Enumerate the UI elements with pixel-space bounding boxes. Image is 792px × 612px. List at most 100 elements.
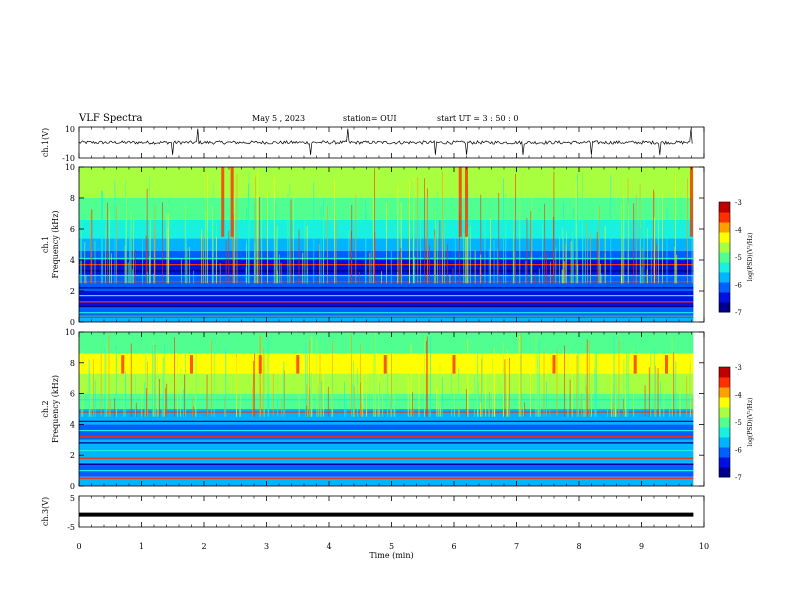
y-tick-label: 0 (70, 318, 75, 327)
psd-band (79, 393, 694, 409)
y-tick-label: 8 (70, 359, 75, 368)
y-axis-label: ch.1 (41, 236, 50, 253)
burst (296, 355, 300, 374)
colorbar-segment (719, 242, 730, 253)
burst (465, 167, 468, 237)
psd-band (79, 373, 694, 394)
colorbar-tick-label: -4 (735, 227, 742, 235)
colorbar-segment (719, 447, 730, 458)
y-axis-label: ch.3(V) (41, 497, 50, 526)
x-tick-label: 5 (389, 542, 394, 551)
y-tick-label: 4 (70, 256, 75, 265)
colorbar-segment (719, 202, 730, 213)
colorbar-segment (719, 232, 730, 243)
y-tick-label: -5 (67, 523, 75, 532)
burst (230, 167, 234, 237)
psd-band (79, 306, 694, 316)
burst (552, 355, 556, 374)
y-axis-label: Frequency (kHz) (51, 375, 60, 443)
chart-title: VLF Spectra (79, 113, 143, 124)
colorbar-segment (719, 437, 730, 448)
burst (458, 167, 462, 237)
colorbar-tick-label: -7 (735, 474, 742, 482)
x-tick-label: 4 (326, 542, 331, 551)
burst (121, 355, 125, 374)
y-tick-label: 6 (70, 225, 75, 234)
colorbar-segment (719, 427, 730, 438)
colorbar-segment (719, 417, 730, 428)
psd-band (79, 167, 694, 198)
colorbar-segment (719, 272, 730, 283)
psd-band (79, 409, 694, 425)
y-tick-label: 5 (70, 494, 75, 503)
colorbar-tick-label: -3 (735, 364, 742, 372)
ch1-waveform-trace (78, 128, 693, 155)
station-label: station= OUI (343, 114, 397, 123)
psd-band (79, 424, 694, 440)
psd-band (79, 315, 694, 322)
y-tick-label: 6 (70, 390, 75, 399)
y-tick-label: 2 (70, 287, 75, 296)
y-tick-label: 10 (65, 125, 75, 134)
colorbar-label: log(PSD)(V²/Hz) (747, 233, 754, 282)
x-tick-label: 1 (139, 542, 144, 551)
burst (383, 355, 387, 374)
colorbar-segment (719, 252, 730, 263)
y-tick-label: 4 (70, 420, 75, 429)
spectrogram-1 (78, 166, 705, 323)
x-tick-label: 10 (699, 542, 709, 551)
colorbar-tick-label: -5 (735, 419, 742, 427)
psd-band (79, 439, 694, 463)
colorbar-frame (718, 201, 731, 313)
y-axis-label: ch.2 (41, 400, 50, 417)
burst (258, 355, 262, 374)
colorbar-tick-label: -3 (735, 199, 742, 207)
colorbar-segment (719, 387, 730, 398)
colorbar-segment (719, 377, 730, 388)
burst (633, 355, 637, 374)
y-tick-label: 10 (65, 163, 75, 172)
date-label: May 5 , 2023 (252, 114, 306, 123)
psd-band (79, 332, 694, 354)
colorbar-frame (718, 366, 731, 478)
colorbar-segment (719, 367, 730, 378)
colorbar-segment (719, 222, 730, 233)
colorbar-tick-label: -6 (735, 447, 742, 455)
x-tick-label: 0 (76, 542, 81, 551)
colorbar-segment (719, 282, 730, 293)
colorbar-segment (719, 467, 730, 478)
colorbar-segment (719, 457, 730, 468)
burst (665, 355, 668, 374)
colorbar-segment (719, 262, 730, 273)
y-tick-label: 8 (70, 194, 75, 203)
y-tick-label: 0 (70, 482, 75, 491)
burst (690, 167, 693, 237)
colorbar-segment (719, 212, 730, 223)
x-tick-label: 9 (639, 542, 644, 551)
psd-band (79, 476, 694, 486)
psd-band (79, 291, 694, 307)
spectrogram-2 (78, 331, 705, 487)
colorbar-segment (719, 407, 730, 418)
x-tick-label: 6 (451, 542, 456, 551)
colorbar-segment (719, 292, 730, 303)
x-tick-label: 3 (264, 542, 269, 551)
colorbar-label: log(PSD)(V²/Hz) (747, 398, 754, 447)
x-tick-label: 7 (514, 542, 519, 551)
y-axis-label: Frequency (kHz) (51, 210, 60, 278)
burst (452, 355, 456, 374)
y-axis-label: ch.1(V) (41, 128, 50, 157)
burst (190, 355, 193, 374)
colorbar-tick-label: -7 (735, 309, 742, 317)
psd-band (79, 462, 694, 477)
colorbar-segment (719, 302, 730, 313)
colorbar-tick-label: -4 (735, 392, 742, 400)
y-tick-label: -10 (62, 154, 75, 163)
colorbar-tick-label: -5 (735, 254, 742, 262)
x-tick-label: 8 (576, 542, 581, 551)
start-time-label: start UT = 3 : 50 : 0 (437, 114, 519, 123)
colorbar-tick-label: -6 (735, 282, 742, 290)
colorbar-segment (719, 397, 730, 408)
y-tick-label: 10 (65, 328, 75, 337)
